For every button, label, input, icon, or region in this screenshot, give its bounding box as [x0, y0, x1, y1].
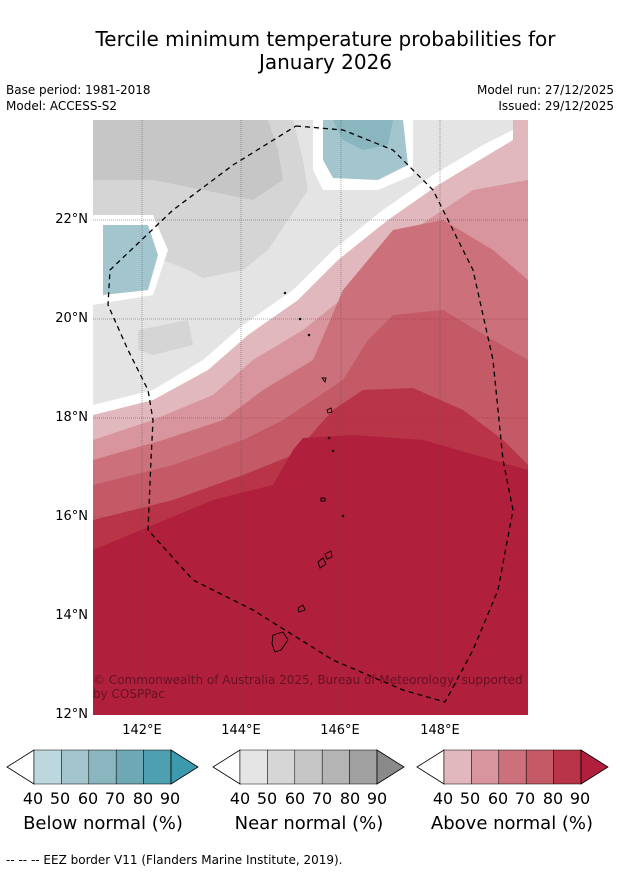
agrihan-island	[321, 377, 327, 384]
colorbar-near-normal	[212, 749, 406, 789]
tick: 90	[366, 789, 388, 808]
lat-label-12: 12°N	[55, 707, 88, 722]
tick: 40	[22, 789, 44, 808]
tick: 70	[514, 789, 536, 808]
colorbar-swatch	[115, 749, 144, 785]
maug-island	[298, 317, 302, 321]
farallon-island	[283, 291, 287, 295]
colorbar-swatch	[61, 749, 90, 785]
lon-label-142: 142°E	[122, 723, 162, 738]
colorbar-swatch	[33, 749, 62, 785]
tick: 80	[339, 789, 361, 808]
tinian-island	[317, 557, 327, 569]
tick: 50	[459, 789, 481, 808]
near-normal-50-patch	[138, 320, 193, 355]
tick: 50	[49, 789, 71, 808]
colorbar-swatch	[143, 749, 172, 785]
tick: 80	[132, 789, 154, 808]
copyright-notice: © Commonwealth of Australia 2025, Bureau…	[93, 673, 523, 701]
tick: 40	[432, 789, 454, 808]
lat-label-16: 16°N	[55, 509, 88, 524]
colorbar-swatch	[498, 749, 527, 785]
rota-island	[297, 604, 306, 613]
eez-legend-note: -- -- -- EEZ border V11 (Flanders Marine…	[6, 853, 343, 867]
colorbar-swatch	[239, 749, 268, 785]
lat-label-22: 22°N	[55, 212, 88, 227]
below-normal-patch-west	[103, 225, 158, 295]
tick: 70	[104, 789, 126, 808]
guguan-island	[331, 449, 335, 453]
tick: 90	[569, 789, 591, 808]
colorbar-below-label: Below normal (%)	[23, 813, 183, 834]
lon-label-146: 146°E	[320, 723, 360, 738]
colorbar-swatch	[443, 749, 472, 785]
title-line-1: Tercile minimum temperature probabilitie…	[95, 27, 556, 51]
colorbar-swatch	[294, 749, 323, 785]
colorbar-below-normal-swatches	[6, 749, 199, 785]
colorbar-near-label: Near normal (%)	[234, 813, 384, 834]
tick: 60	[487, 789, 509, 808]
colorbar-near-normal-swatches	[212, 749, 405, 785]
meta-right: Model run: 27/12/2025 Issued: 29/12/2025	[477, 82, 614, 114]
anatahan-island	[320, 497, 326, 502]
colorbar-swatch	[349, 749, 378, 785]
alamagan-island	[327, 436, 331, 440]
colorbar-swatch	[553, 749, 582, 785]
lat-label-20: 20°N	[55, 311, 88, 326]
tick: 60	[77, 789, 99, 808]
islands	[271, 291, 345, 653]
colorbar-swatch	[525, 749, 554, 785]
tick: 80	[542, 789, 564, 808]
lon-label-148: 148°E	[420, 723, 460, 738]
guam-island	[271, 631, 289, 653]
model-run: Model run: 27/12/2025	[476, 83, 614, 97]
lat-label-18: 18°N	[55, 410, 88, 425]
saipan-island	[324, 550, 333, 560]
colorbar-swatch	[321, 749, 350, 785]
map-title: Tercile minimum temperature probabilitie…	[0, 28, 621, 74]
colorbar-above-label: Above normal (%)	[430, 813, 594, 834]
sarigan-island	[341, 514, 345, 518]
colorbar-above-normal-swatches	[416, 749, 609, 785]
tick: 60	[284, 789, 306, 808]
colorbar-swatch	[267, 749, 296, 785]
issued-date: Issued: 29/12/2025	[498, 99, 614, 113]
colorbar-swatch	[88, 749, 117, 785]
lat-label-14: 14°N	[55, 608, 88, 623]
near-normal-60-region	[93, 120, 283, 200]
below-normal-core-north	[333, 120, 393, 150]
tick: 40	[229, 789, 251, 808]
model-name: Model: ACCESS-S2	[6, 99, 118, 113]
eez-border	[107, 125, 514, 703]
meta-left: Base period: 1981-2018 Model: ACCESS-S2	[6, 82, 151, 114]
asuncion-island	[307, 333, 311, 337]
colorbar-below-normal	[6, 749, 200, 789]
above-normal-90-region	[93, 435, 528, 715]
lon-label-144: 144°E	[221, 723, 261, 738]
pagan-island	[326, 407, 333, 414]
colorbar-swatch	[471, 749, 500, 785]
colorbar-above-normal	[416, 749, 610, 789]
probability-map	[93, 120, 528, 715]
base-period: Base period: 1981-2018	[6, 83, 151, 97]
map-canvas	[93, 120, 528, 715]
tick: 90	[159, 789, 181, 808]
title-line-2: January 2026	[258, 50, 393, 74]
tick: 70	[311, 789, 333, 808]
graticule	[93, 120, 528, 715]
tick: 50	[256, 789, 278, 808]
